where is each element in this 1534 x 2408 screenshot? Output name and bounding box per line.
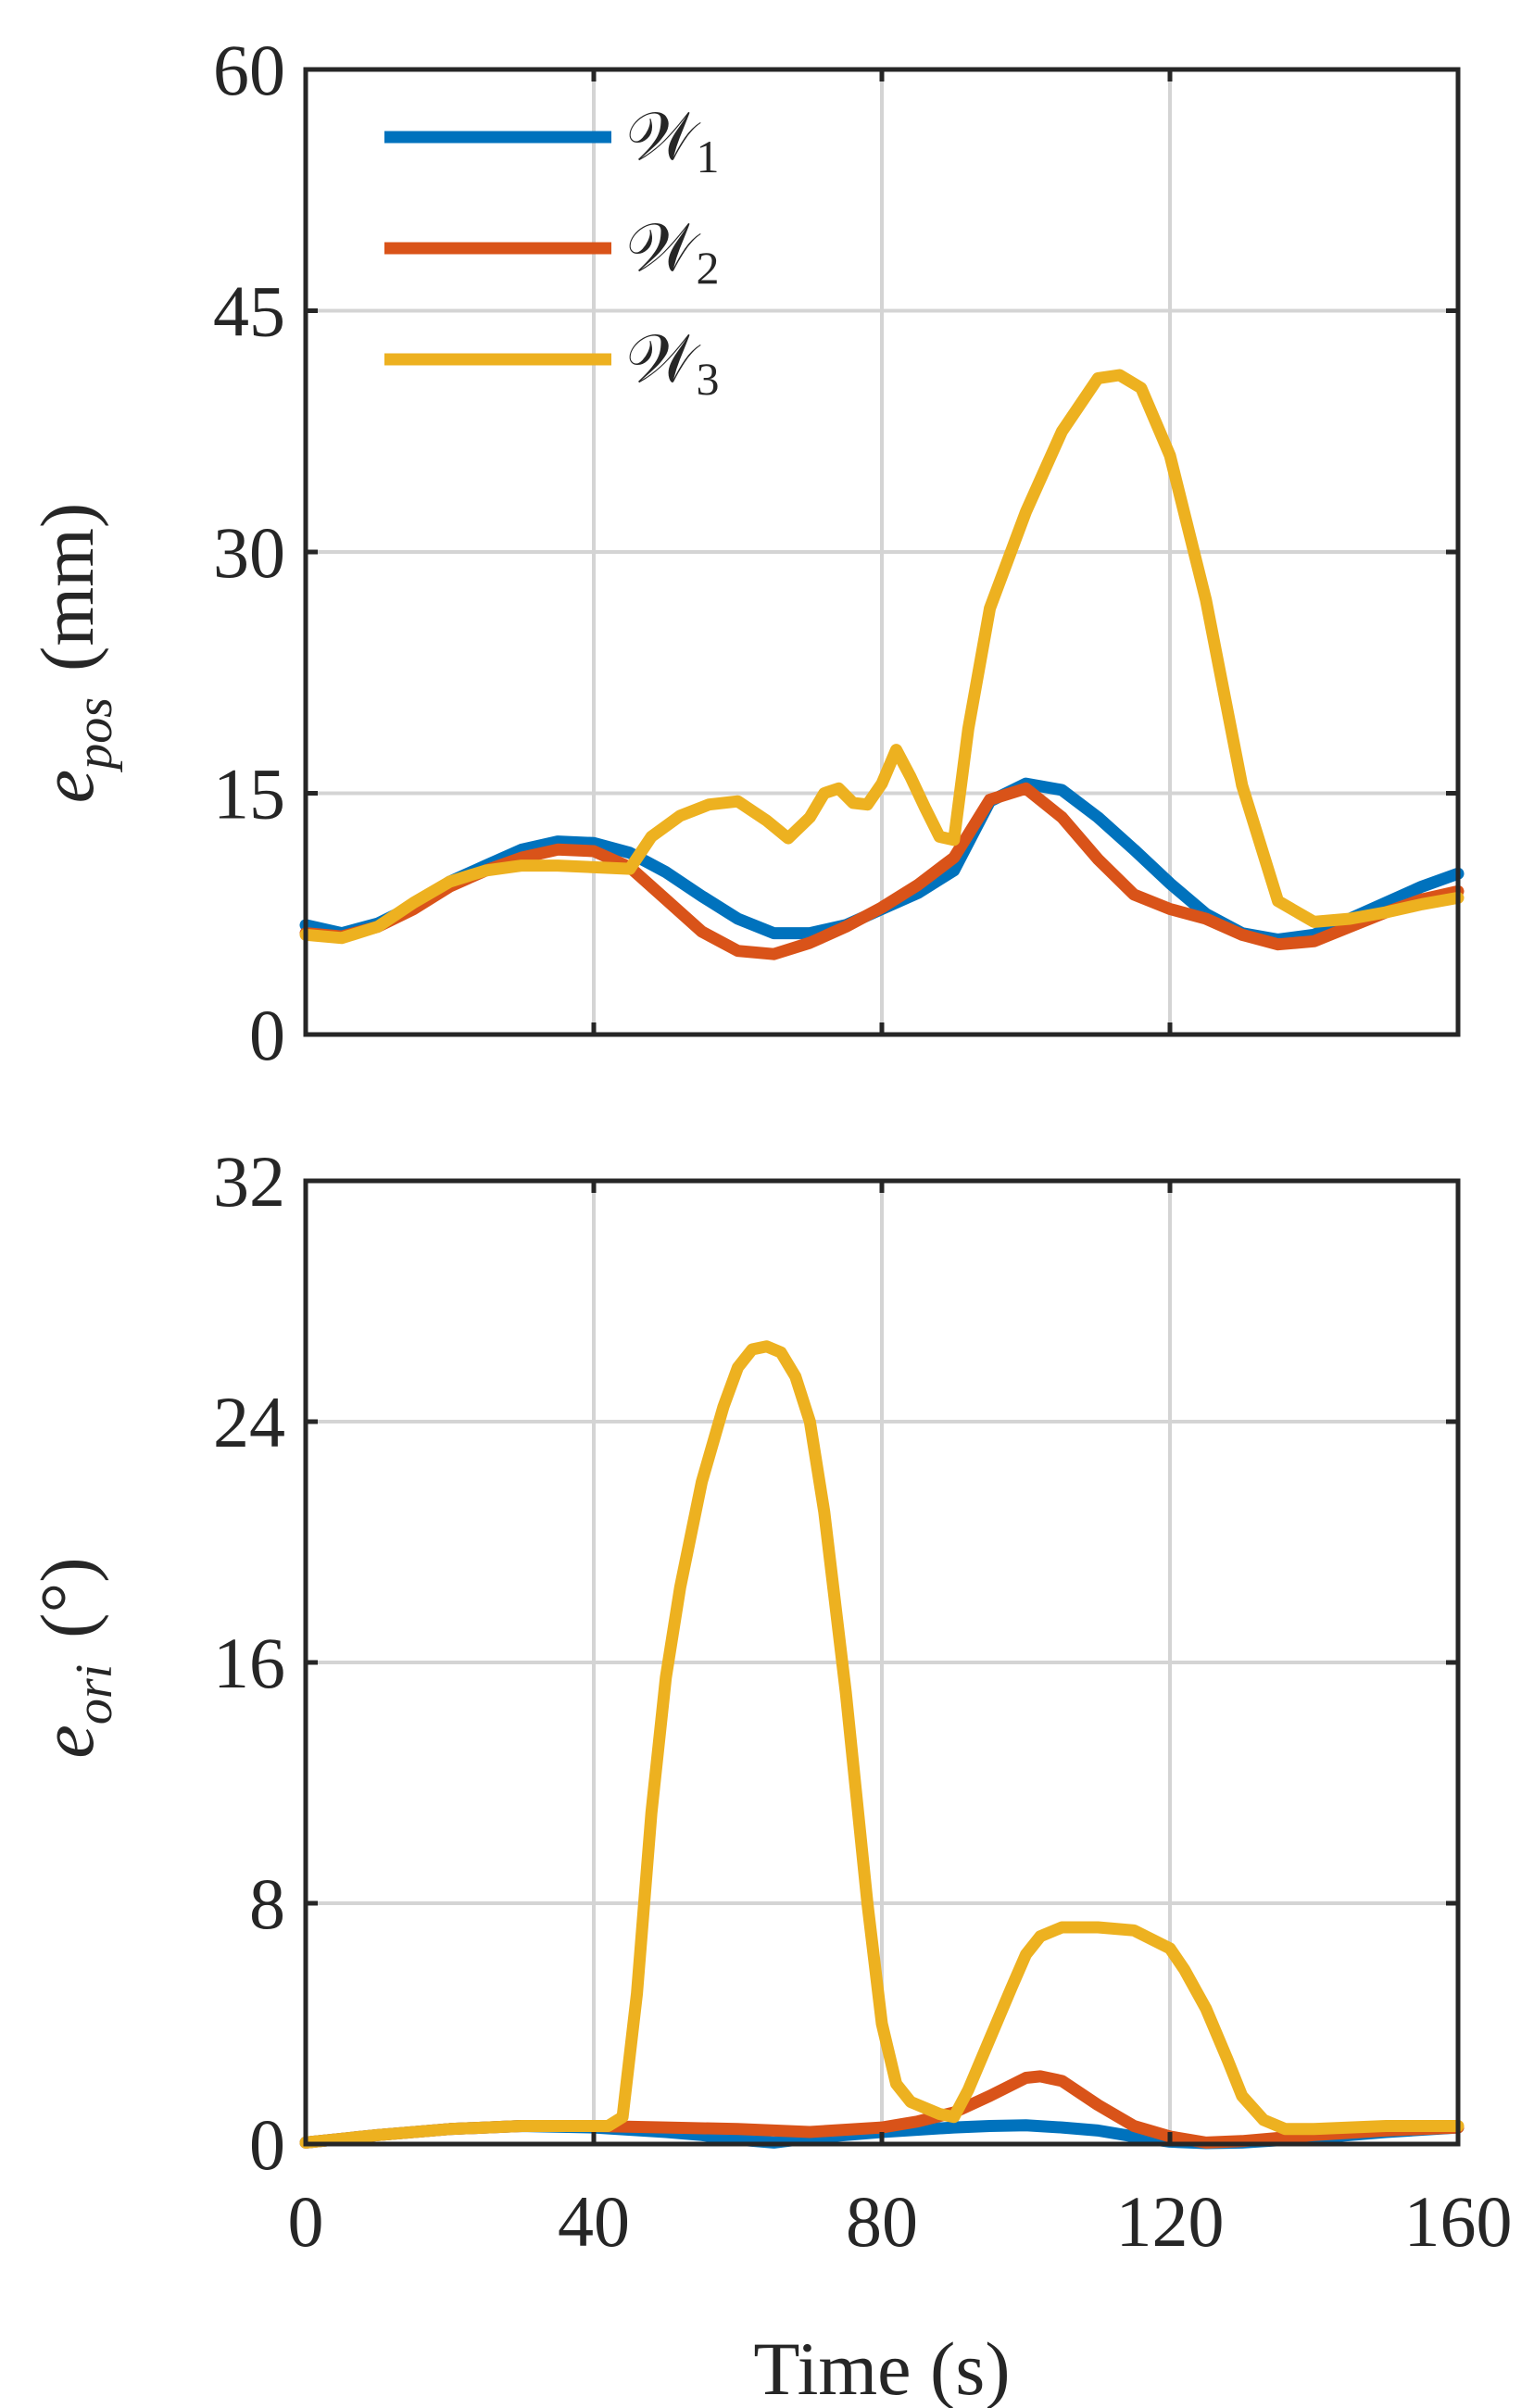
x-tick-label: 120 <box>1116 2181 1225 2262</box>
x-axis-title: Time (s) <box>753 2326 1010 2408</box>
x-tick-label: 80 <box>846 2181 918 2262</box>
y-tick-label: 24 <box>213 1382 285 1462</box>
legend-entry-w2: 𝒲2 <box>384 211 719 294</box>
x-tick-label: 40 <box>558 2181 630 2262</box>
legend-label-w1: 𝒲1 <box>626 100 719 182</box>
y-tick-label: 16 <box>213 1623 285 1703</box>
position-error-chart: 0 15 30 45 60 epos(mm) 𝒲1 𝒲2 𝒲3 <box>25 30 1465 1075</box>
legend-label-w2: 𝒲2 <box>626 211 719 294</box>
x-tick-label: 160 <box>1404 2181 1513 2262</box>
y-tick-label: 32 <box>213 1141 285 1222</box>
y-axis-title-orientation: eori(°) <box>25 1557 123 1758</box>
legend-label-w3: 𝒲3 <box>626 322 719 405</box>
series-line-w3 <box>299 1340 1465 2149</box>
tick-labels: 0 15 30 45 60 <box>213 30 285 1075</box>
legend-entry-w1: 𝒲1 <box>384 100 719 182</box>
y-tick-label: 0 <box>249 2104 285 2185</box>
y-tick-label: 60 <box>213 30 285 110</box>
grid-lines <box>306 1181 1458 2144</box>
x-tick-label: 0 <box>288 2181 324 2262</box>
y-tick-label: 15 <box>213 754 285 834</box>
y-tick-label: 0 <box>249 995 285 1075</box>
y-tick-label: 8 <box>249 1863 285 1944</box>
axes-frame <box>303 67 1461 1037</box>
series-line-w3 <box>299 369 1465 945</box>
y-tick-label: 45 <box>213 271 285 352</box>
axes-frame <box>303 1178 1461 2147</box>
series-lines <box>299 369 1465 960</box>
orientation-error-chart: 0 8 16 24 32 0 40 80 120 160 eori(°) <box>25 1141 1513 2262</box>
y-tick-label: 30 <box>213 512 285 593</box>
y-axis-title-position: epos(mm) <box>25 503 123 803</box>
legend: 𝒲1 𝒲2 𝒲3 <box>384 100 719 405</box>
legend-entry-w3: 𝒲3 <box>384 322 719 405</box>
tick-labels: 0 8 16 24 32 0 40 80 120 160 <box>213 1141 1513 2262</box>
